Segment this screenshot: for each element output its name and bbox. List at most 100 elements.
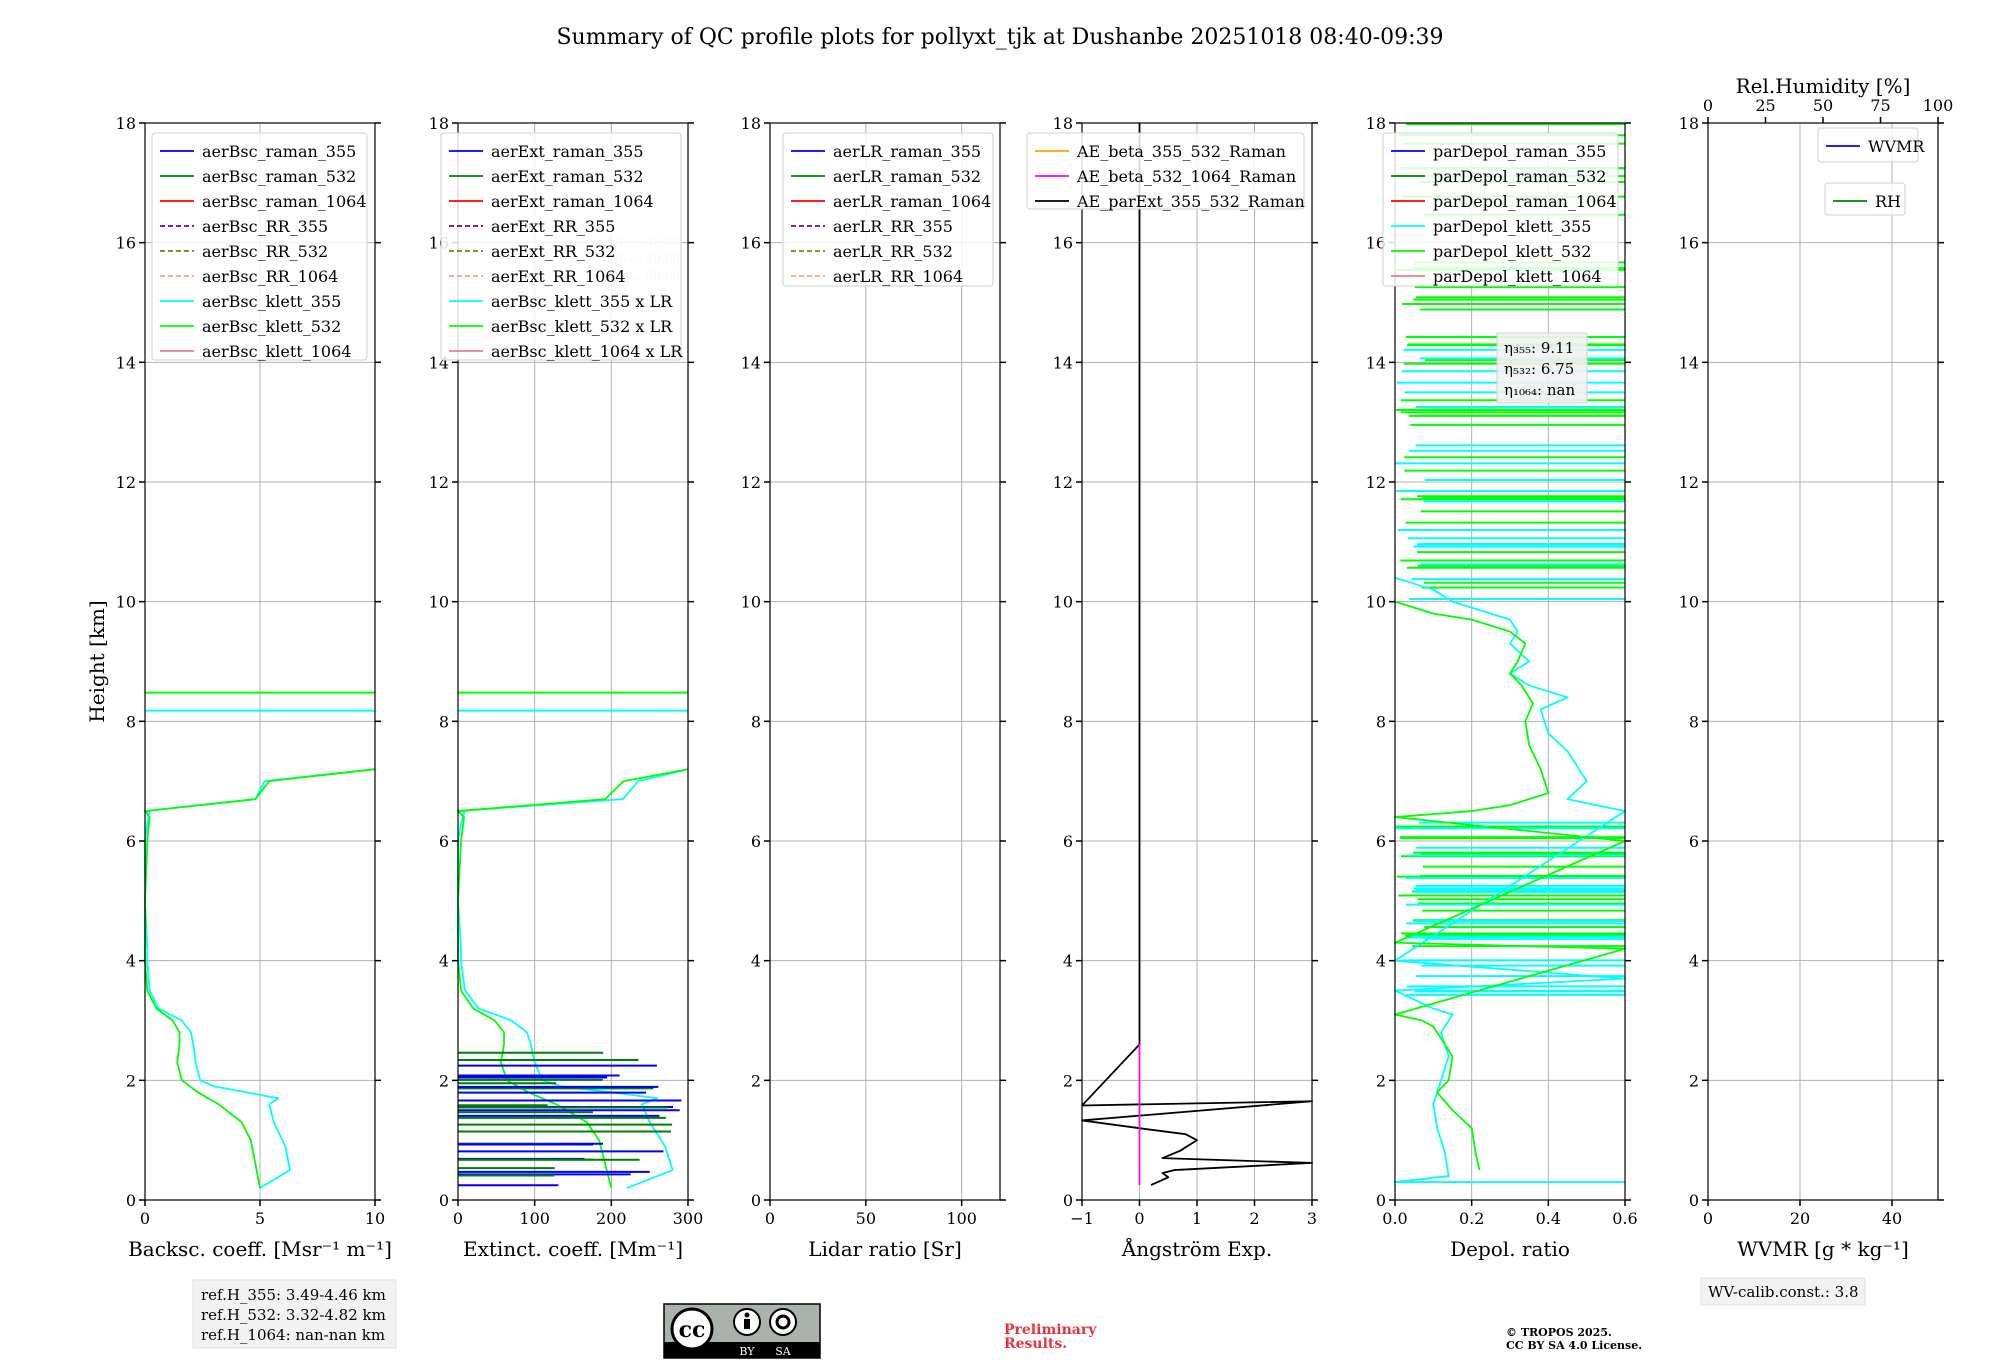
panel-depol: 0 2 4 6 8 10 12 14 16 18 0.0 0.2 0.4 0.6 Depol. ratio p… [1366,114,1638,1261]
eta-box [1496,332,1588,404]
y-tick-label: 0 [439,1191,449,1210]
x-tick-label: 0.0 [1382,1209,1407,1228]
y-tick-label: 0 [751,1191,761,1210]
y-tick-label: 18 [741,114,761,133]
legend-lr: aerLR_raman_355 aerLR_raman_532 aerLR_rama… [782,132,994,287]
legend-box [1382,132,1619,287]
legend-label: aerBsc_klett_1064 [202,342,351,361]
legend-wv: WVMR RH [1817,127,1925,216]
legend-box [151,132,368,361]
legend-label: aerExt_RR_355 [491,217,615,236]
x-tick-label: 0 [140,1209,150,1228]
ref-height-532: ref.H_532: 3.32-4.82 km [201,1306,386,1324]
x-tick-label: 0 [765,1209,775,1228]
legend-box [782,132,994,287]
top-x-tick-label: 100 [1923,96,1954,115]
axes-frame [1394,122,1626,1201]
legend-label: WVMR [1868,137,1925,156]
y-tick-label: 12 [116,473,136,492]
y-tick-label: 6 [439,832,449,851]
y-tick-label: 16 [741,234,761,253]
eta-value: η₅₃₂: 6.75 [1504,360,1574,378]
legend-bsc: aerBsc_raman_355 aerBsc_raman_532 aerBsc_r… [151,132,368,361]
x-tick-label: 10 [365,1209,385,1228]
top-x-tick-label: 0 [1703,96,1713,115]
x-tick-label: 0.4 [1536,1209,1561,1228]
ref-height-box: ref.H_355: 3.49-4.46 km ref.H_532: 3.32-… [192,1279,397,1349]
legend-label: aerLR_raman_532 [833,167,981,186]
x-tick-label: −1 [1070,1209,1094,1228]
y-tick-label: 12 [741,473,761,492]
y-tick-label: 10 [1053,593,1073,612]
y-tick-label: 2 [1376,1071,1386,1090]
axes-frame [769,122,1001,1201]
top-x-axis-label: Rel.Humidity [%] [1736,74,1911,98]
y-axis-label: Height [km] [85,600,109,722]
x-axis-label: Depol. ratio [1450,1237,1570,1261]
y-tick-label: 6 [1689,832,1699,851]
axes-frame [1707,122,1939,1201]
y-tick-label: 16 [1053,234,1073,253]
y-tick-label: 12 [429,473,449,492]
sa-icon [769,1308,797,1336]
legend-label: parDepol_klett_1064 [1433,267,1602,286]
legend-label: aerExt_raman_355 [491,142,644,161]
x-tick-label: 2 [1249,1209,1259,1228]
x-tick-label: 200 [596,1209,627,1228]
legend-label: aerBsc_klett_355 [202,292,341,311]
y-tick-label: 4 [439,952,449,971]
y-tick-label: 6 [1063,832,1073,851]
y-tick-label: 14 [741,353,761,372]
legend-depol: parDepol_raman_355 parDepol_raman_532 parD… [1382,132,1619,287]
legend-label: aerBsc_raman_355 [202,142,356,161]
legend-box [1824,182,1906,216]
y-tick-label: 6 [751,832,761,851]
x-tick-label: 0.6 [1612,1209,1637,1228]
legend-label: aerLR_RR_532 [833,242,953,261]
panel-bsc: 0 2 4 6 8 10 12 14 16 18 0 5 10 Backsc. coeff. [Msr⁻¹… [85,114,392,1261]
y-tick-label: 2 [439,1071,449,1090]
x-tick-label: 1 [1192,1209,1202,1228]
y-tick-label: 12 [1053,473,1073,492]
legend-label: aerLR_raman_1064 [833,192,991,211]
x-axis-label: Ångström Exp. [1121,1236,1272,1261]
top-x-tick-label: 25 [1755,96,1775,115]
legend-label: aerBsc_klett_1064 x LR [491,342,683,361]
y-tick-label: 2 [751,1071,761,1090]
legend-label: aerLR_RR_355 [833,217,953,236]
legend-label: aerBsc_klett_532 x LR [491,317,673,336]
x-tick-label: 0 [1134,1209,1144,1228]
legend-label: parDepol_raman_1064 [1433,192,1617,211]
x-tick-label: 300 [673,1209,704,1228]
series-line-parDepol_klett_532 [1394,600,1626,1171]
legend-label: aerBsc_raman_1064 [202,192,367,211]
copyright-line2: CC BY SA 4.0 License. [1506,1339,1642,1352]
cc-license-badge: cc BY SA [663,1303,821,1359]
y-tick-label: 10 [741,593,761,612]
legend-label: aerExt_RR_532 [491,242,615,261]
legend-label: AE_beta_355_532_Raman [1076,142,1286,161]
y-tick-label: 0 [1689,1191,1699,1210]
legend-ext: aerExt_raman_355 aerExt_raman_532 aerExt_r… [440,132,683,361]
legend-box [440,132,682,361]
legend-label: parDepol_klett_532 [1433,242,1591,261]
by-label: BY [739,1345,755,1358]
panel-lr: 0 2 4 6 8 10 12 14 16 18 0 50 100 Lidar ratio [Sr] aer… [741,114,1006,1261]
y-tick-label: 4 [1376,952,1386,971]
sa-label: SA [775,1345,792,1358]
y-tick-label: 4 [751,952,761,971]
legend-label: parDepol_raman_532 [1433,167,1606,186]
y-tick-label: 4 [1689,952,1699,971]
y-tick-label: 10 [1366,593,1386,612]
series-line-parDepol_klett_355 [1394,576,1626,1183]
x-tick-label: 100 [946,1209,977,1228]
legend-label: parDepol_klett_355 [1433,217,1591,236]
legend-label: aerBsc_RR_532 [202,242,328,261]
y-tick-label: 16 [1366,234,1386,253]
y-tick-label: 18 [1366,114,1386,133]
y-tick-label: 0 [126,1191,136,1210]
